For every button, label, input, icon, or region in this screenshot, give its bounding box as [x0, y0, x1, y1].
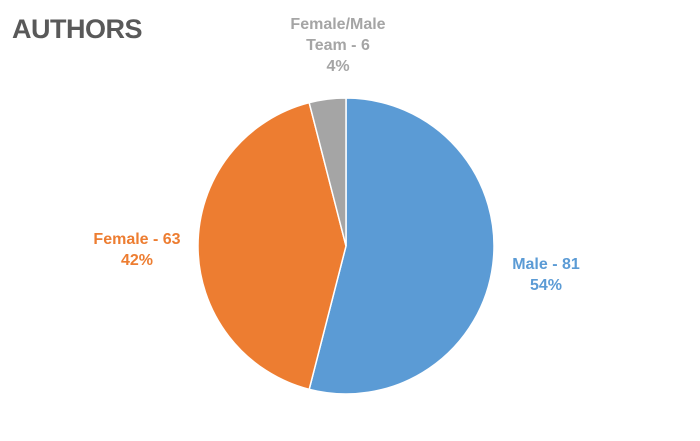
slice-label-team-line1: Female/Male: [290, 16, 386, 33]
slice-label-male: Male - 81: [512, 256, 580, 273]
pie-slice-female: [197, 101, 347, 391]
slice-percent-male: 54%: [529, 277, 563, 294]
pie-slice-team: [308, 97, 347, 247]
slice-percent-team: 4%: [326, 58, 350, 75]
data-label-team: Female/Male Team - 6 4%: [270, 14, 406, 77]
pie-slice-male: [308, 97, 495, 395]
slice-label-team-line2: Team - 6: [306, 37, 370, 54]
slice-percent-female: 42%: [120, 252, 154, 269]
chart-title: AUTHORS: [12, 14, 143, 44]
slice-label-female: Female - 63: [93, 231, 181, 248]
data-label-female: Female - 63 42%: [82, 229, 192, 271]
data-label-male: Male - 81 54%: [500, 254, 592, 296]
